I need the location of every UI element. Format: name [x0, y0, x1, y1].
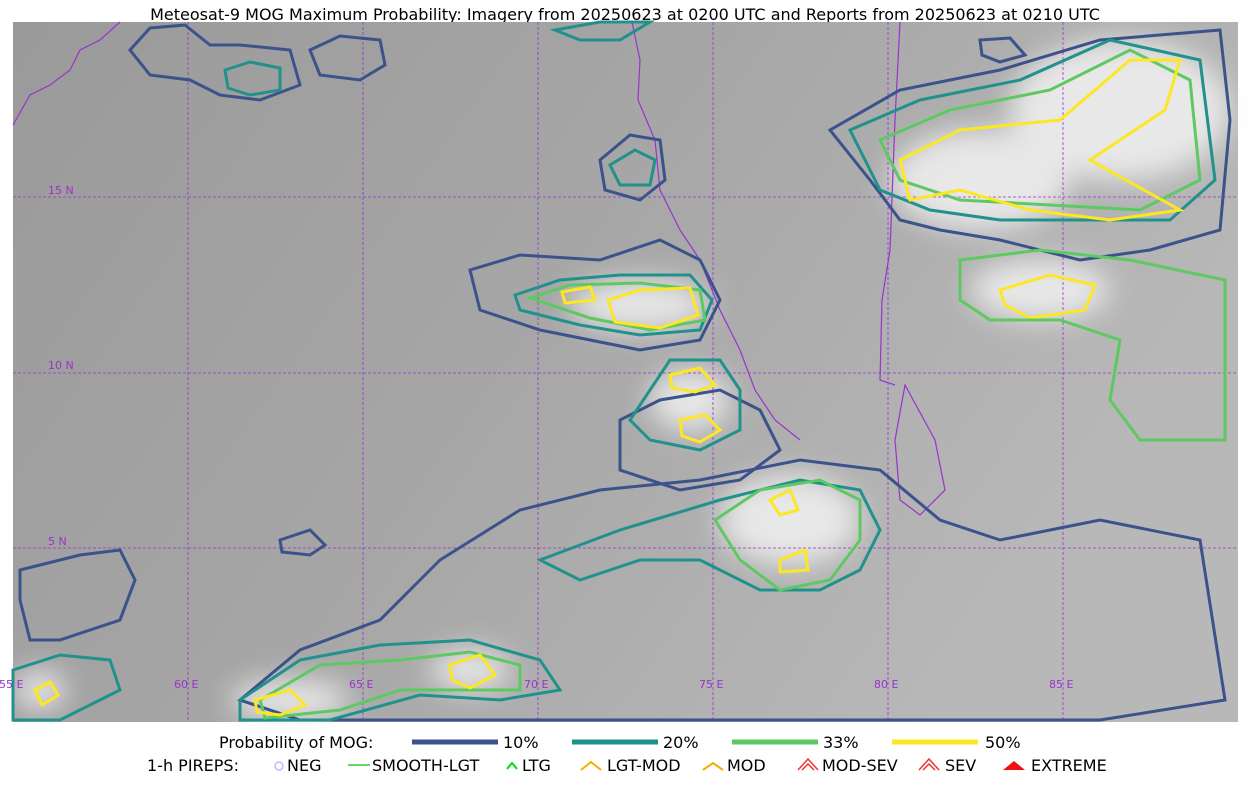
longitude-label: 60 E	[174, 678, 198, 691]
coastline	[12, 21, 946, 516]
legend-icon	[274, 761, 284, 771]
grid	[13, 22, 1238, 722]
longitude-label: 70 E	[524, 678, 548, 691]
map: 15 N 10 N 5 N 55 E 60 E 65 E 70 E 75 E 80 E 85…	[0, 20, 1238, 722]
legend-item: MOD	[727, 756, 766, 775]
legend-icon	[702, 761, 724, 771]
legend-title: Probability of MOG:	[219, 733, 373, 752]
legend-item: SEV	[945, 756, 976, 775]
longitude-label: 75 E	[699, 678, 723, 691]
legend-item: 33%	[823, 733, 859, 752]
latitude-label: 5 N	[48, 535, 67, 548]
longitude-label: 85 E	[1049, 678, 1073, 691]
legend-item: 50%	[985, 733, 1021, 752]
legend-icon	[1003, 761, 1025, 770]
latitude-labels: 15 N 10 N 5 N	[48, 184, 74, 548]
legend-icon	[580, 760, 602, 771]
legend: Probability of MOG: 10% 20% 33% 50% 1-h …	[147, 733, 1107, 775]
legend-icon	[797, 757, 819, 771]
latitude-label: 10 N	[48, 359, 74, 372]
legend-item: EXTREME	[1031, 756, 1107, 775]
longitude-label: 65 E	[349, 678, 373, 691]
legend-title: 1-h PIREPS:	[147, 756, 239, 775]
legend-item: NEG	[287, 756, 321, 775]
longitude-labels: 55 E 60 E 65 E 70 E 75 E 80 E 85 E	[0, 678, 1073, 691]
legend-icon	[918, 757, 940, 771]
legend-item: SMOOTH-LGT	[372, 756, 479, 775]
legend-item: MOD-SEV	[822, 756, 898, 775]
legend-item: 20%	[663, 733, 699, 752]
legend-item: 10%	[503, 733, 539, 752]
contours	[11, 20, 1232, 722]
longitude-label: 55 E	[0, 678, 23, 691]
latitude-label: 15 N	[48, 184, 74, 197]
longitude-label: 80 E	[874, 678, 898, 691]
legend-item: LTG	[522, 756, 551, 775]
legend-icon	[506, 761, 518, 770]
legend-item: LGT-MOD	[607, 756, 681, 775]
title: Meteosat-9 MOG Maximum Probability: Imag…	[150, 5, 1100, 24]
